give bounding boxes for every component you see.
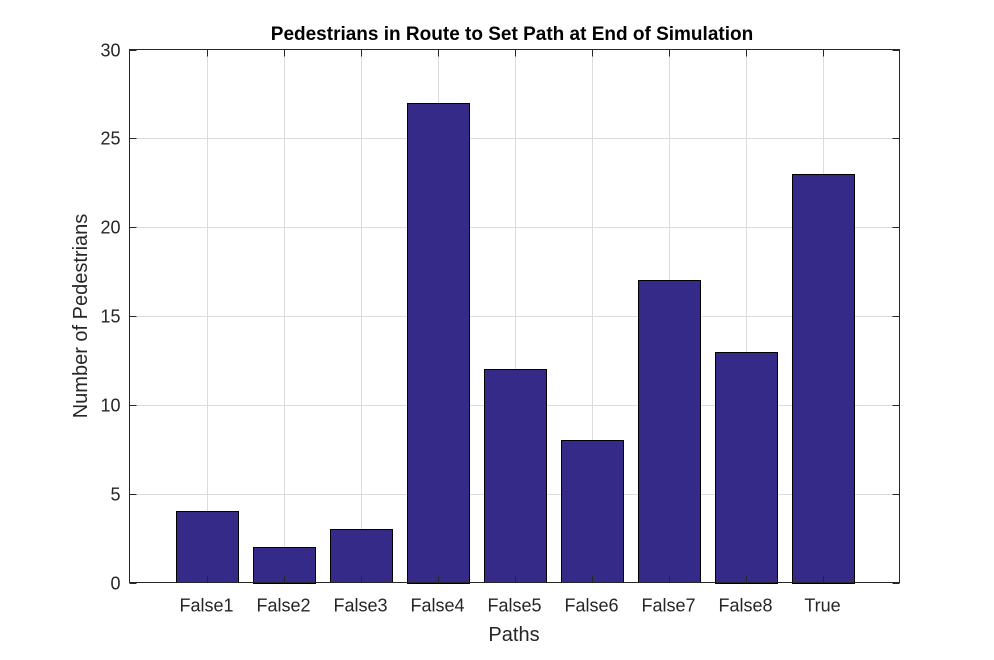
bars	[176, 103, 855, 584]
tick-labels: 0 5 10 15 20 25 30 False1 False2 False3 False4 Fals…	[100, 41, 840, 616]
x-tick-label: False7	[641, 596, 695, 616]
y-tick-label: 5	[110, 485, 120, 505]
bar-false4	[407, 103, 470, 584]
x-tick-label: False2	[256, 596, 310, 616]
bar-true	[792, 174, 855, 584]
x-tick-label: False6	[564, 596, 618, 616]
bar-false6	[561, 440, 624, 583]
bar-false8	[715, 352, 778, 584]
x-tick-label: False8	[718, 596, 772, 616]
chart-title: Pedestrians in Route to Set Path at End …	[271, 24, 753, 45]
y-tick-label: 0	[110, 574, 120, 594]
x-tick-label: False1	[179, 596, 233, 616]
bar-false5	[484, 369, 547, 583]
y-tick-label: 20	[100, 218, 120, 238]
y-tick-label: 15	[100, 307, 120, 327]
x-axis-label: Paths	[488, 624, 539, 646]
y-tick-label: 30	[100, 41, 120, 61]
x-tick-label: False3	[333, 596, 387, 616]
y-axis-label: Number of Pedestrians	[70, 214, 92, 419]
x-tick-label: True	[804, 596, 840, 616]
y-tick-label: 10	[100, 396, 120, 416]
grid	[129, 49, 900, 583]
y-tick-label: 25	[100, 129, 120, 149]
x-tick-label: False4	[410, 596, 464, 616]
x-tick-label: False5	[487, 596, 541, 616]
ticks	[129, 49, 900, 584]
bar-false7	[638, 280, 701, 583]
bar-false1	[176, 511, 239, 583]
bar-false3	[330, 529, 393, 583]
